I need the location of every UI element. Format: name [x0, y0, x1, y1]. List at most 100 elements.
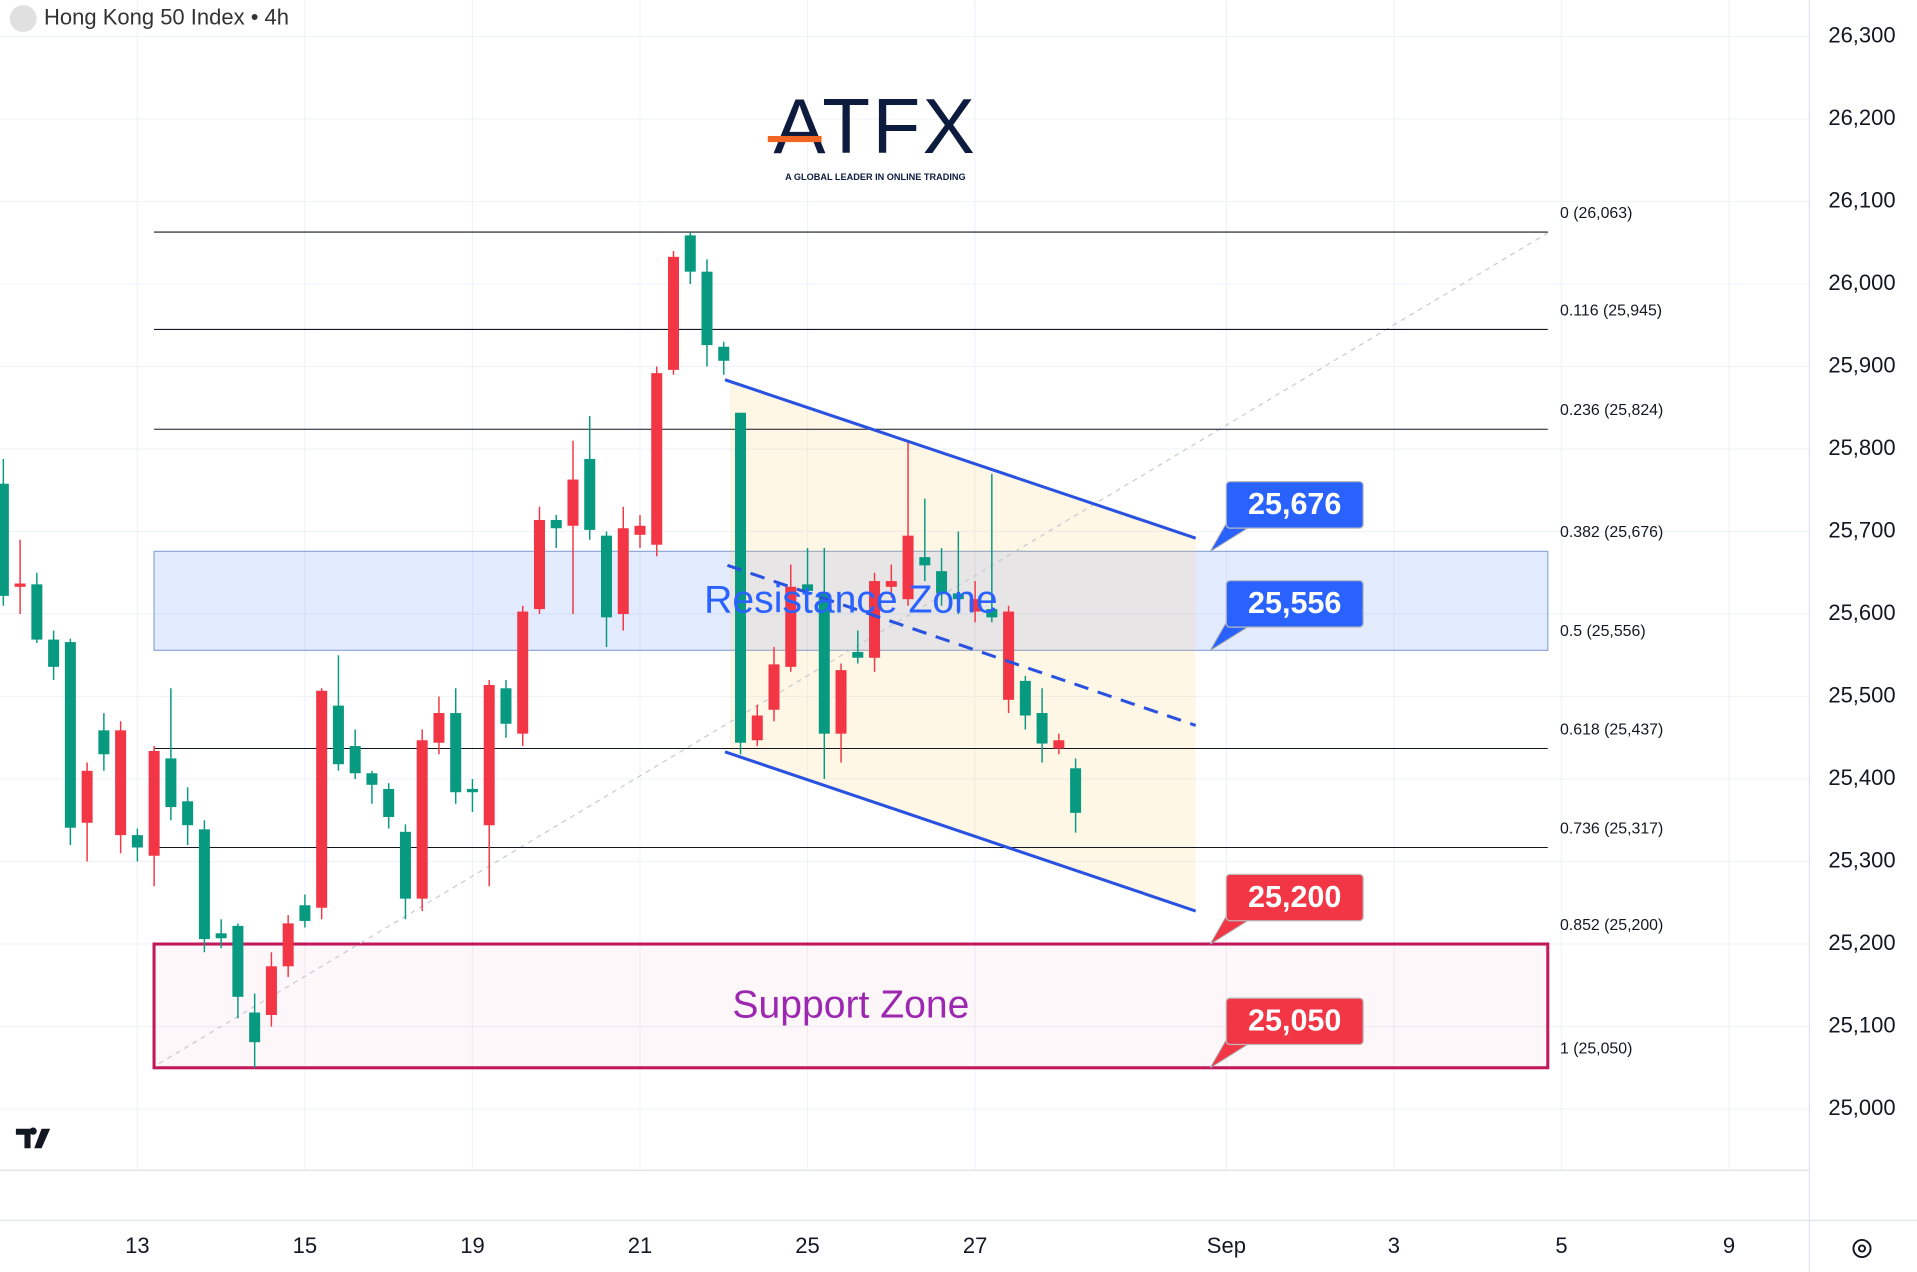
fib-label: 0.852 (25,200) — [1560, 917, 1663, 934]
callout-box — [1225, 481, 1364, 529]
candle-body — [433, 713, 445, 743]
candle-body — [919, 557, 931, 566]
fib-label: 0.5 (25,556) — [1560, 623, 1646, 640]
y-tick-label: 25,000 — [1828, 1095, 1895, 1120]
candle-body — [634, 525, 646, 535]
fib-label: 0.736 (25,317) — [1560, 820, 1663, 837]
channel-upper — [724, 378, 1197, 540]
candle-body — [299, 905, 311, 921]
y-tick-label: 26,100 — [1828, 187, 1895, 212]
candle-body — [332, 705, 344, 765]
candle-body — [31, 584, 43, 640]
callout-box — [1225, 873, 1364, 922]
candle-body — [718, 346, 730, 361]
y-tick-label: 25,600 — [1828, 600, 1895, 625]
candle-body — [0, 483, 9, 596]
brand-accent — [767, 135, 822, 143]
candle-body — [1070, 768, 1082, 813]
candle-body — [852, 651, 864, 658]
candle-body — [735, 412, 747, 743]
candle-body — [885, 581, 897, 587]
candle-body — [81, 770, 93, 823]
candle-body — [668, 256, 680, 370]
x-tick-label: 5 — [1555, 1233, 1567, 1258]
candle-body — [986, 609, 998, 618]
candle-body — [450, 713, 462, 793]
zone — [152, 942, 1550, 1070]
candle-body — [936, 571, 948, 594]
callout-label: 25,050 — [1248, 1004, 1341, 1038]
y-tick-label: 25,100 — [1828, 1012, 1895, 1037]
y-tick-label: 25,200 — [1828, 930, 1895, 955]
settings-icon[interactable] — [1852, 1238, 1872, 1259]
brand-tagline: A GLOBAL LEADER IN ONLINE TRADING — [785, 172, 966, 182]
candle-body — [165, 758, 177, 808]
candle-body — [282, 923, 294, 967]
candle-body — [115, 730, 127, 836]
candle-body — [835, 670, 847, 734]
candle-body — [148, 750, 160, 856]
channel-mid — [726, 563, 1197, 727]
symbol-icon — [9, 5, 37, 33]
candle-body — [785, 586, 797, 667]
callout-label: 25,676 — [1248, 487, 1341, 521]
zone-label: Support Zone — [732, 983, 969, 1026]
brand-name: ATFX — [773, 82, 977, 170]
fib-label: 0.116 (25,945) — [1560, 302, 1662, 319]
candle-body — [818, 593, 830, 734]
y-tick-label: 26,200 — [1828, 105, 1895, 130]
x-tick-label: 21 — [628, 1233, 652, 1258]
channel-lower — [724, 750, 1197, 913]
callout-label: 25,556 — [1248, 586, 1341, 620]
candle-body — [684, 235, 696, 272]
y-tick-label: 25,300 — [1828, 847, 1895, 872]
candle-body — [768, 664, 780, 710]
candle-body — [131, 835, 143, 848]
candle-body — [1019, 680, 1031, 716]
candle-body — [533, 519, 545, 610]
candle-body — [198, 829, 210, 940]
candle-body — [466, 788, 478, 793]
y-tick-label: 25,400 — [1828, 765, 1895, 790]
fib-label: 0.382 (25,676) — [1560, 524, 1663, 541]
candle-body — [500, 688, 512, 724]
symbol-title: Hong Kong 50 Index • 4h — [44, 4, 289, 29]
x-tick-label: 25 — [795, 1233, 819, 1258]
x-tick-label: 19 — [460, 1233, 484, 1258]
candle-body — [182, 801, 194, 826]
candle-body — [265, 966, 277, 1015]
candle-body — [249, 1012, 261, 1043]
candle-body — [14, 583, 26, 587]
candle-body — [617, 528, 629, 615]
candle-body — [600, 535, 612, 618]
fib-label: 1 (25,050) — [1560, 1041, 1632, 1058]
x-tick-label: 27 — [963, 1233, 987, 1258]
candle-body — [399, 831, 411, 899]
callout-label: 25,200 — [1248, 880, 1341, 914]
candle-body — [952, 593, 964, 600]
candle-body — [651, 373, 663, 545]
fib-label: 0 (26,063) — [1560, 205, 1632, 222]
candle-body — [517, 611, 529, 734]
candle-body — [1036, 713, 1048, 744]
candle-body — [483, 684, 495, 826]
x-tick-label: Sep — [1207, 1233, 1246, 1258]
brand-logo: ATFX A GLOBAL LEADER IN ONLINE TRADING — [767, 82, 977, 182]
x-tick-label: 15 — [293, 1233, 317, 1258]
tv-logo — [15, 1127, 51, 1149]
x-tick-label: 13 — [125, 1233, 149, 1258]
candle-body — [584, 458, 596, 530]
callout-box — [1225, 997, 1364, 1046]
candle-body — [98, 730, 110, 755]
y-tick-label: 25,700 — [1828, 517, 1895, 542]
candle-body — [802, 584, 814, 591]
candle-body — [1003, 611, 1015, 700]
fib-label: 0.618 (25,437) — [1560, 721, 1663, 738]
candle-body — [215, 933, 227, 939]
y-tick-label: 26,300 — [1828, 22, 1895, 47]
candle-body — [64, 642, 76, 828]
x-tick-label: 9 — [1723, 1233, 1735, 1258]
